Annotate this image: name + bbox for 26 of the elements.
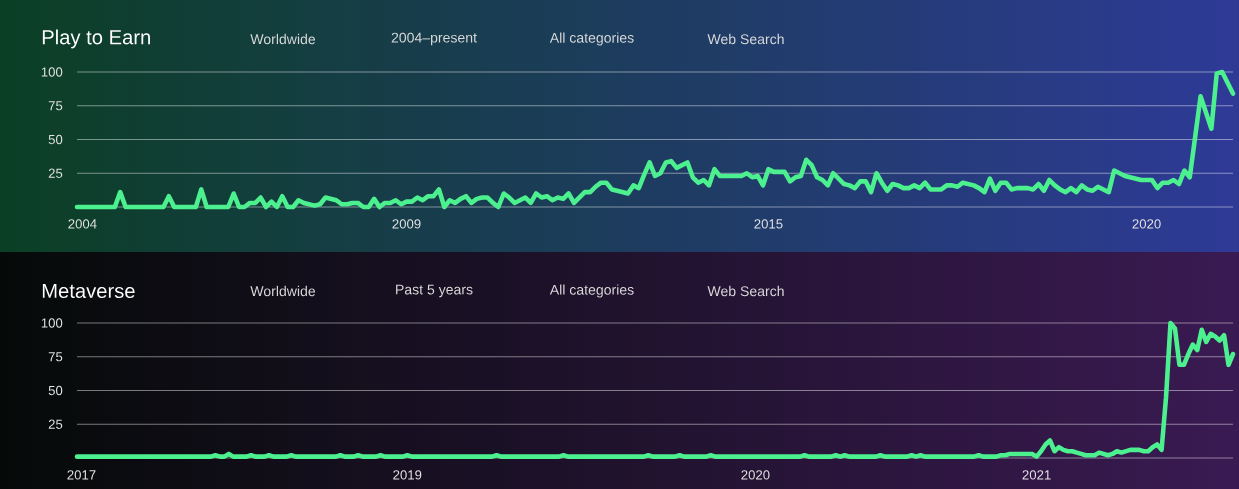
chart-title: Metaverse — [42, 283, 135, 299]
text: All categories — [549, 32, 634, 46]
y-tick-label: 50 — [48, 385, 63, 396]
x-tick-label: 2009 — [392, 219, 421, 229]
text: Web Search — [707, 33, 784, 45]
y-tick-label: 25 — [48, 419, 63, 429]
x-tick-label: 2019 — [393, 470, 422, 480]
text: Worldwide — [250, 285, 316, 297]
y-tick-label: 75 — [48, 352, 63, 362]
y-tick-label: 100 — [41, 318, 63, 328]
x-tick-label: 2021 — [1022, 470, 1051, 480]
x-tick-label: 2015 — [754, 219, 783, 229]
text: All categories — [549, 284, 634, 298]
y-tick-label: 50 — [48, 134, 63, 145]
chart-title: Play to Earn — [42, 29, 150, 49]
text: Worldwide — [250, 33, 316, 45]
x-tick-label: 2020 — [741, 470, 770, 480]
x-tick-label: 2020 — [1132, 219, 1161, 229]
text: Web Search — [707, 285, 784, 297]
y-tick-label: 25 — [48, 168, 63, 178]
text: 2004–present — [391, 32, 477, 46]
text: Past 5 years — [396, 284, 473, 298]
x-tick-label: 2004 — [68, 219, 97, 229]
y-tick-label: 100 — [41, 67, 63, 77]
y-tick-label: 75 — [48, 101, 63, 111]
x-tick-label: 2017 — [67, 470, 96, 480]
